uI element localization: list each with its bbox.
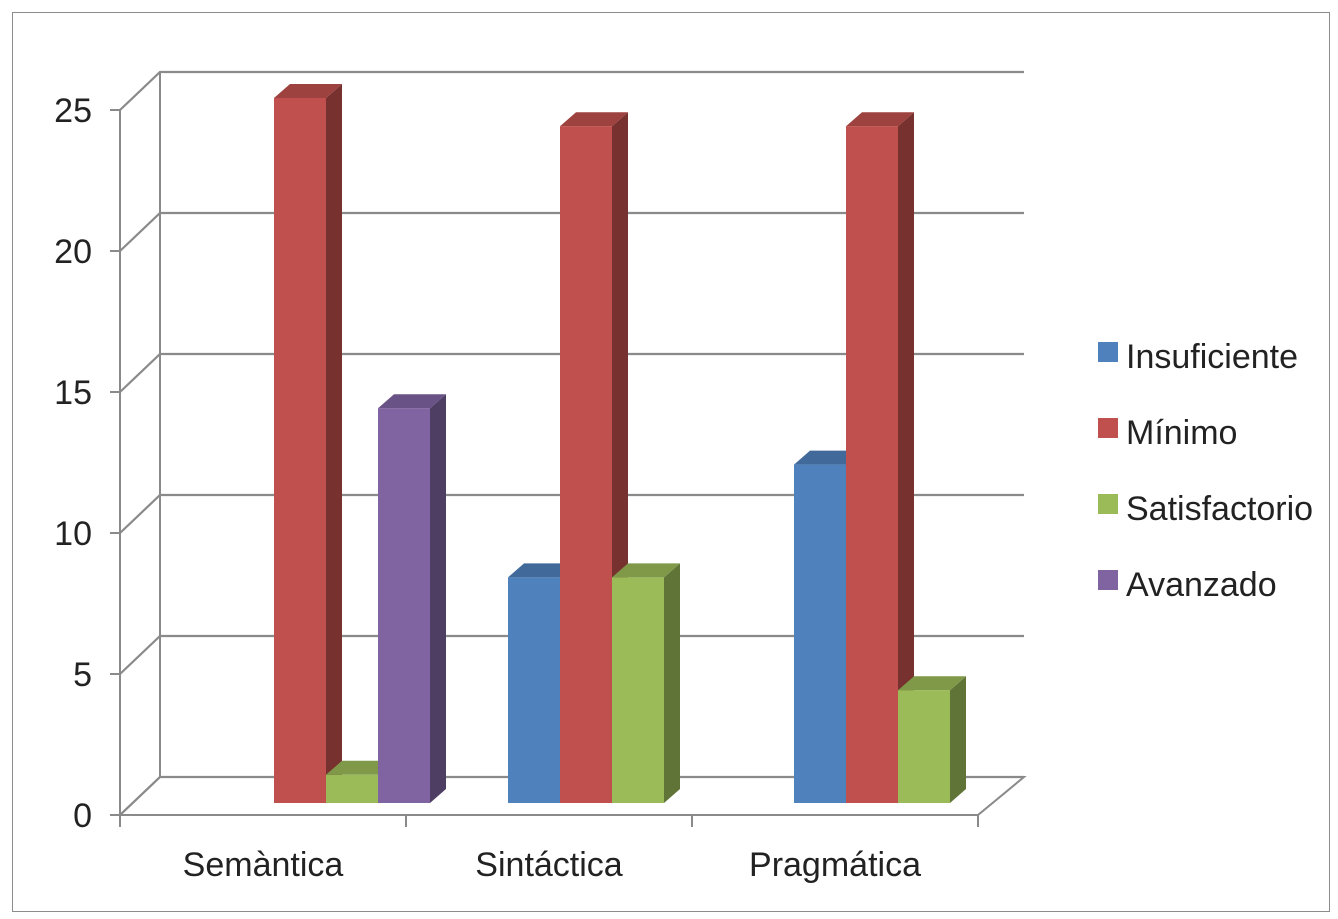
bar-front xyxy=(274,98,326,803)
bar-front xyxy=(612,577,664,803)
y-tick-label: 10 xyxy=(54,515,92,553)
x-tick-label: Pragmática xyxy=(749,846,921,884)
legend-item: Insuficiente xyxy=(1098,338,1298,376)
bar-top xyxy=(326,760,394,775)
legend-label: Avanzado xyxy=(1126,566,1277,604)
legend-item: Mínimo xyxy=(1098,414,1237,452)
bar-top xyxy=(560,112,628,127)
legend-swatch xyxy=(1098,570,1118,590)
bar-top xyxy=(612,563,680,578)
bar-top xyxy=(846,112,914,127)
bar-front xyxy=(794,464,846,803)
legend-item: Satisfactorio xyxy=(1098,490,1313,528)
bar-satisfactorio-1 xyxy=(612,563,680,803)
legend-swatch xyxy=(1098,494,1118,514)
bar-top xyxy=(274,84,342,98)
bar-top xyxy=(794,450,862,465)
y-tick-label: 20 xyxy=(54,233,92,271)
bar-front xyxy=(378,408,430,803)
bar-mínimo-2 xyxy=(846,112,914,803)
legend-label: Mínimo xyxy=(1126,414,1237,452)
legend-swatch xyxy=(1098,418,1118,438)
y-tick-label: 0 xyxy=(73,797,92,835)
bar-satisfactorio-2 xyxy=(898,676,966,803)
legend-label: Satisfactorio xyxy=(1126,490,1313,528)
y-tick-label: 15 xyxy=(54,374,92,412)
bar-top xyxy=(898,676,966,691)
bar-avanzado-0 xyxy=(378,394,446,803)
bar-side xyxy=(898,112,914,803)
gridline xyxy=(119,70,1024,111)
x-tick-labels: Semàntica Sintáctica Pragmática xyxy=(183,846,921,884)
bar-front xyxy=(508,577,560,803)
y-tick-label: 25 xyxy=(54,92,92,130)
legend-item: Avanzado xyxy=(1098,566,1277,604)
legend-swatch xyxy=(1098,342,1118,362)
bar-top xyxy=(378,394,446,409)
y-tick-labels: 0 5 10 15 20 25 xyxy=(54,92,92,835)
bar-front xyxy=(326,774,378,803)
x-tick-label: Sintáctica xyxy=(475,846,622,884)
axes xyxy=(110,72,979,827)
x-tick-label: Semàntica xyxy=(183,846,344,884)
legend: Insuficiente Mínimo Satisfactorio Avanzado xyxy=(1098,338,1313,604)
y-tick-label: 5 xyxy=(73,656,92,694)
legend-label: Insuficiente xyxy=(1126,338,1298,376)
bars xyxy=(274,84,966,803)
bar-side xyxy=(950,676,966,803)
bar-front xyxy=(846,126,898,803)
bar-side xyxy=(430,394,446,803)
bar-side xyxy=(326,84,342,803)
chart-frame xyxy=(12,12,1330,912)
bar-front xyxy=(560,126,612,803)
bar-top xyxy=(508,563,576,578)
bar-mínimo-0 xyxy=(274,84,342,803)
bar-side xyxy=(664,563,680,803)
bar-front xyxy=(898,690,950,803)
